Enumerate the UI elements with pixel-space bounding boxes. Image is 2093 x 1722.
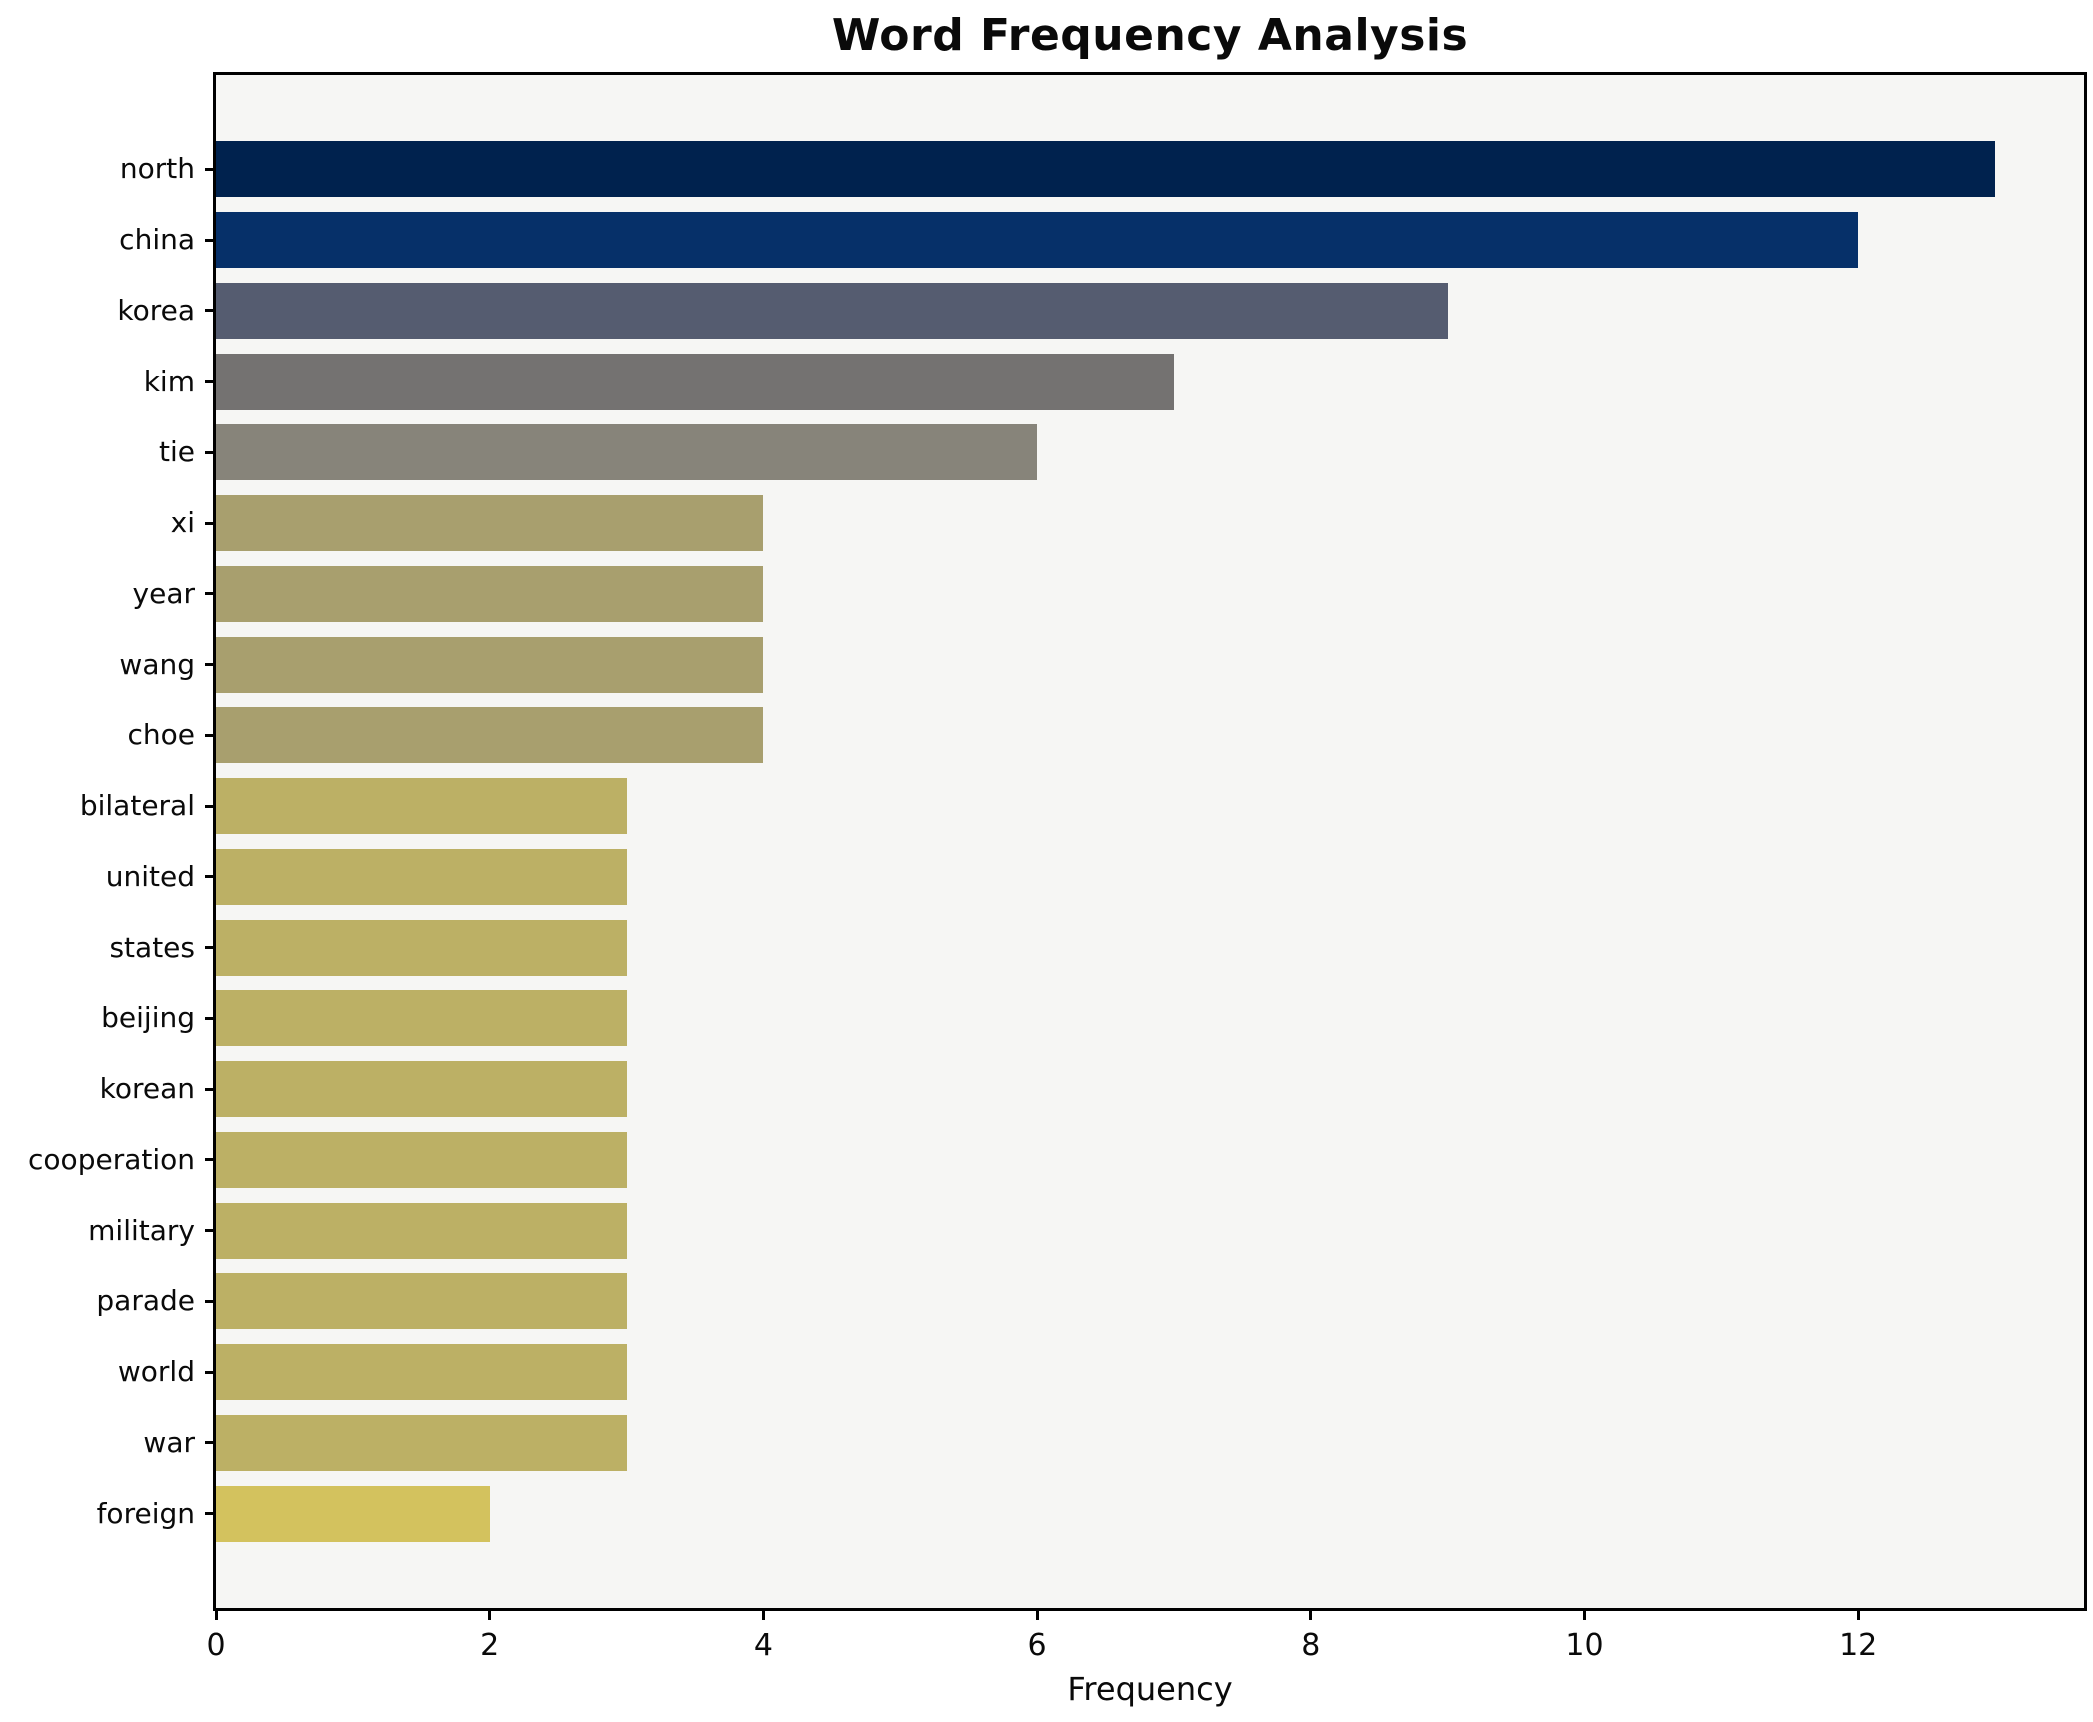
x-tick-mark [1856,1611,1860,1620]
bar-row [216,700,2084,771]
x-tick-mark [761,1611,765,1620]
y-tick-label-wang: wang [119,647,195,681]
y-tick-mark [205,1016,214,1020]
y-tick-label-united: united [105,859,195,893]
bar-cooperation [216,1131,627,1188]
y-tick-mark [205,733,214,737]
bar-xi [216,495,764,552]
bar-united [216,848,627,905]
bar-row [216,1408,2084,1479]
x-tick-mark [488,1611,492,1620]
bar-year [216,565,764,622]
y-tick-label-war: war [143,1425,195,1459]
y-tick-mark [205,1229,214,1233]
bar-wang [216,636,764,693]
bar-row [216,134,2084,205]
bar-china [216,212,1859,269]
bar-row [216,417,2084,488]
x-tick-label-8: 8 [1301,1628,1321,1663]
bar-row [216,1054,2084,1125]
y-tick-mark [205,875,214,879]
bar-row [216,983,2084,1054]
plot-area [213,72,2087,1611]
bar-states [216,919,627,976]
bar-row [216,842,2084,913]
y-tick-mark [205,1087,214,1091]
y-tick-mark [205,804,214,808]
x-tick-mark [214,1611,218,1620]
y-tick-mark [205,309,214,313]
y-tick-label-world: world [117,1355,195,1389]
bar-kim [216,353,1174,410]
x-tick-mark [1309,1611,1313,1620]
bar-row [216,559,2084,630]
y-tick-mark [205,450,214,454]
y-tick-mark [205,946,214,950]
x-tick-mark [1035,1611,1039,1620]
y-tick-mark [205,592,214,596]
y-tick-label-north: north [119,152,195,186]
bar-korean [216,1061,627,1118]
x-tick-label-2: 2 [480,1628,500,1663]
bar-beijing [216,990,627,1047]
x-tick-label-10: 10 [1565,1628,1604,1663]
y-tick-mark [205,521,214,525]
y-tick-label-foreign: foreign [96,1496,195,1530]
bar-row [216,912,2084,983]
bar-choe [216,707,764,764]
y-tick-label-korean: korean [99,1072,195,1106]
x-tick-label-12: 12 [1839,1628,1878,1663]
bar-row [216,771,2084,842]
bar-row [216,346,2084,417]
y-tick-label-parade: parade [96,1284,195,1318]
chart-title: Word Frequency Analysis [831,10,1469,61]
bar-row [216,1266,2084,1337]
y-tick-label-cooperation: cooperation [28,1142,195,1176]
y-tick-mark [205,663,214,667]
y-tick-label-kim: kim [143,364,195,398]
bar-north [216,141,1996,198]
y-tick-label-states: states [109,930,195,964]
y-tick-mark [205,238,214,242]
y-tick-label-bilateral: bilateral [79,789,195,823]
bar-row [216,488,2084,559]
y-tick-label-korea: korea [117,293,195,327]
bar-row [216,629,2084,700]
y-tick-mark [205,1441,214,1445]
x-tick-label-0: 0 [206,1628,226,1663]
y-tick-label-military: military [88,1213,195,1247]
y-tick-label-beijing: beijing [101,1001,195,1035]
bar-world [216,1344,627,1401]
bar-korea [216,282,1448,339]
bar-foreign [216,1485,490,1542]
y-tick-mark [205,1158,214,1162]
bar-row [216,1195,2084,1266]
bar-war [216,1414,627,1471]
bar-military [216,1202,627,1259]
x-axis-label: Frequency [1067,1670,1233,1708]
bar-parade [216,1273,627,1330]
bar-row [216,1125,2084,1196]
bar-row [216,205,2084,276]
y-tick-mark [205,1370,214,1374]
bar-row [216,1337,2084,1408]
y-tick-label-choe: choe [127,718,196,752]
y-tick-mark [205,167,214,171]
bar-row [216,276,2084,347]
y-tick-label-xi: xi [170,506,195,540]
bar-bilateral [216,778,627,835]
y-tick-mark [205,380,214,384]
y-tick-mark [205,1299,214,1303]
y-tick-mark [205,1512,214,1516]
x-tick-label-4: 4 [753,1628,773,1663]
bar-tie [216,424,1038,481]
y-tick-label-china: china [119,223,195,257]
y-tick-label-year: year [132,576,195,610]
x-tick-label-6: 6 [1027,1628,1047,1663]
bar-row [216,1478,2084,1549]
y-tick-label-tie: tie [159,435,195,469]
x-tick-mark [1582,1611,1586,1620]
